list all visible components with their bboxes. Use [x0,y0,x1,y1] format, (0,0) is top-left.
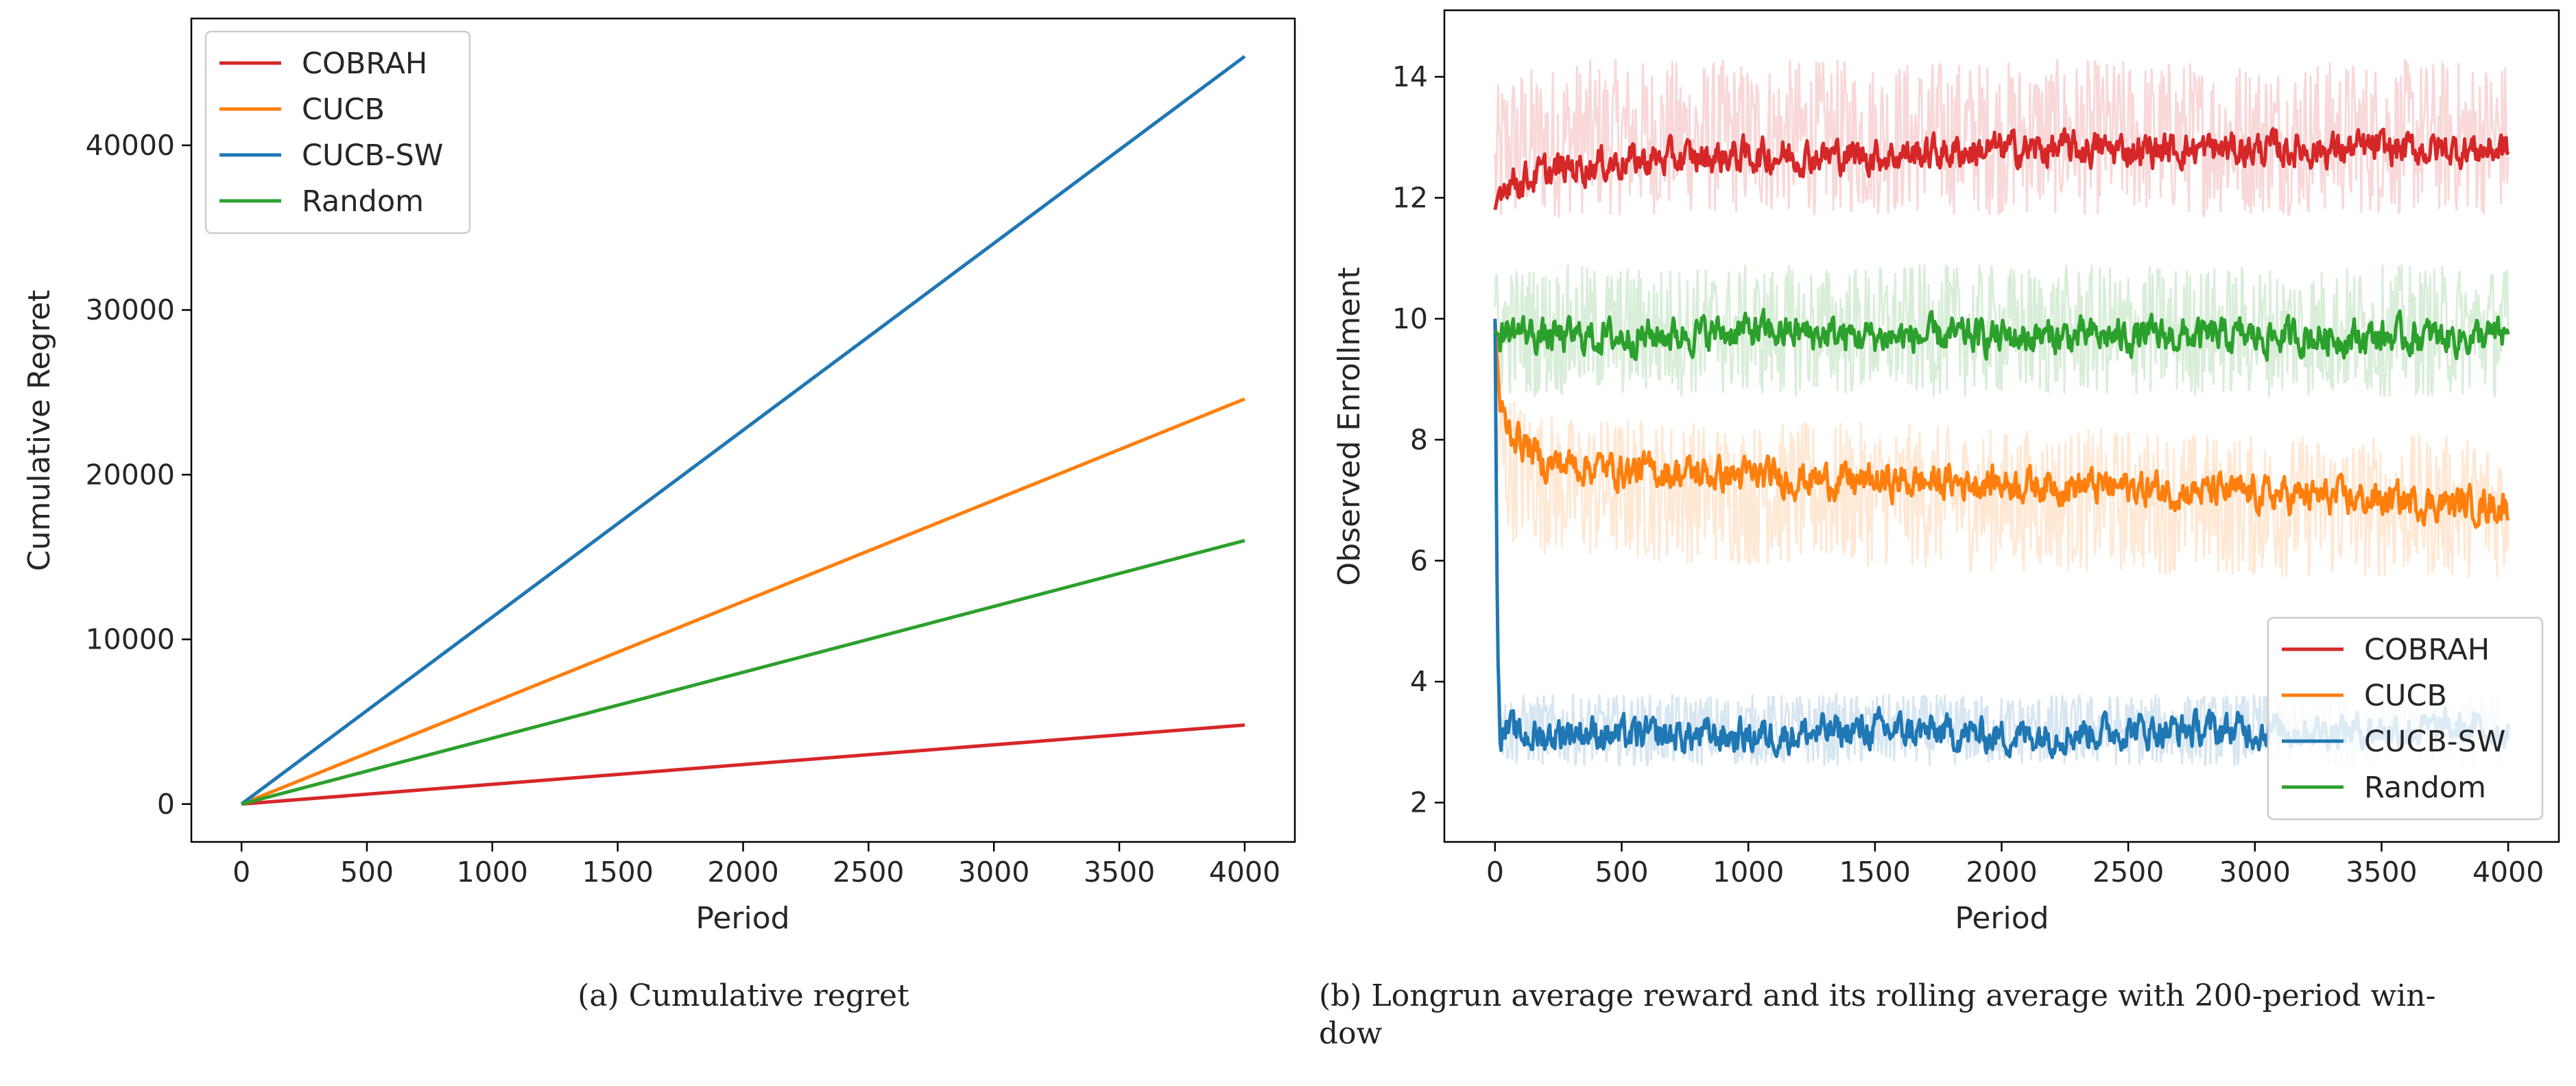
cumulative-regret-chart: 0 500 1000 1500 2000 2500 3000 3500 4000 0 10000 2… [22,17,1296,1013]
x-tick-label: 1000 [457,856,528,889]
y-tick-label: 12 [1392,181,1428,214]
raw-line-cobrah [1494,59,2509,219]
x-tick-label: 1500 [582,856,653,889]
y-tick-label: 6 [1410,544,1428,577]
y-tick-label: 0 [157,788,175,821]
legend-label-cobrah: COBRAH [2364,633,2490,667]
x-tick-label: 2500 [2092,856,2164,889]
x-tick-label: 0 [232,856,250,889]
y-tick-label: 10 [1392,302,1428,335]
legend-label-cobrah: COBRAH [302,47,427,81]
x-tick-label: 3500 [1084,856,1155,889]
y-tick-label: 40000 [86,129,175,162]
y-tick-label: 4 [1410,665,1428,698]
cumulative-regret-y-ticks: 0 10000 20000 30000 40000 [86,129,191,821]
y-tick-label: 10000 [86,623,175,656]
legend-label-random: Random [302,184,424,219]
observed-enrollment-ylabel: Observed Enrollment [1332,267,1367,586]
legend-box [2267,616,2544,821]
observed-enrollment-caption-line-1: (b) Longrun average reward and its rolli… [1319,978,2435,1013]
x-tick-label: 2500 [833,856,904,889]
series-line-cobrah [241,723,1245,806]
observed-enrollment-caption-line-2: dow [1319,1016,1383,1051]
cumulative-regret-legend: COBRAH CUCB CUCB-SW Random [204,30,471,234]
series-line-cucb [241,397,1245,806]
observed-enrollment-chart: 0 500 1000 1500 2000 2500 3000 3500 4000 2 4 6 8 10 1… [1319,9,2560,1051]
series-line-random [1493,307,2510,362]
legend-label-random: Random [2364,771,2486,805]
x-tick-label: 4000 [1209,856,1280,889]
series-line-cobrah [1493,127,2510,210]
cumulative-regret-caption: (a) Cumulative regret [577,978,909,1013]
x-tick-label: 4000 [2472,856,2544,889]
cumulative-regret-ylabel: Cumulative Regret [22,290,57,571]
legend-label-cucb: CUCB [2364,679,2447,713]
observed-enrollment-y-ticks: 2 4 6 8 10 12 14 [1392,60,1444,819]
x-tick-label: 3000 [958,856,1029,889]
cumulative-regret-plot-lines [240,55,1246,806]
y-tick-label: 20000 [86,458,175,491]
raw-line-cucb [1494,372,2509,579]
observed-enrollment-x-ticks: 0 500 1000 1500 2000 2500 3000 3500 4000 [1486,842,2544,889]
x-tick-label: 0 [1486,856,1504,889]
cumulative-regret-x-ticks: 0 500 1000 1500 2000 2500 3000 3500 4000 [232,842,1280,889]
x-tick-label: 500 [1595,856,1648,889]
series-line-random [241,538,1245,806]
x-tick-label: 1500 [1839,856,1911,889]
y-tick-label: 2 [1410,786,1428,819]
legend-label-cucb: CUCB [302,93,385,127]
x-tick-label: 3500 [2346,856,2417,889]
y-tick-label: 30000 [86,293,175,326]
cumulative-regret-xlabel: Period [695,901,789,936]
legend-box [204,30,471,234]
observed-enrollment-xlabel: Period [1955,901,2049,936]
observed-enrollment-legend: COBRAH CUCB CUCB-SW Random [2267,616,2544,821]
y-tick-label: 8 [1410,423,1428,456]
x-tick-label: 500 [340,856,394,889]
x-tick-label: 1000 [1713,856,1784,889]
series-line-cucb-sw [240,55,1246,806]
series-line-cucb [1493,318,2510,529]
x-tick-label: 2000 [1966,856,2037,889]
y-tick-label: 14 [1392,60,1428,93]
x-tick-label: 2000 [707,856,778,889]
legend-label-cucb-sw: CUCB-SW [2364,725,2505,759]
legend-label-cucb-sw: CUCB-SW [302,138,443,173]
x-tick-label: 3000 [2219,856,2291,889]
